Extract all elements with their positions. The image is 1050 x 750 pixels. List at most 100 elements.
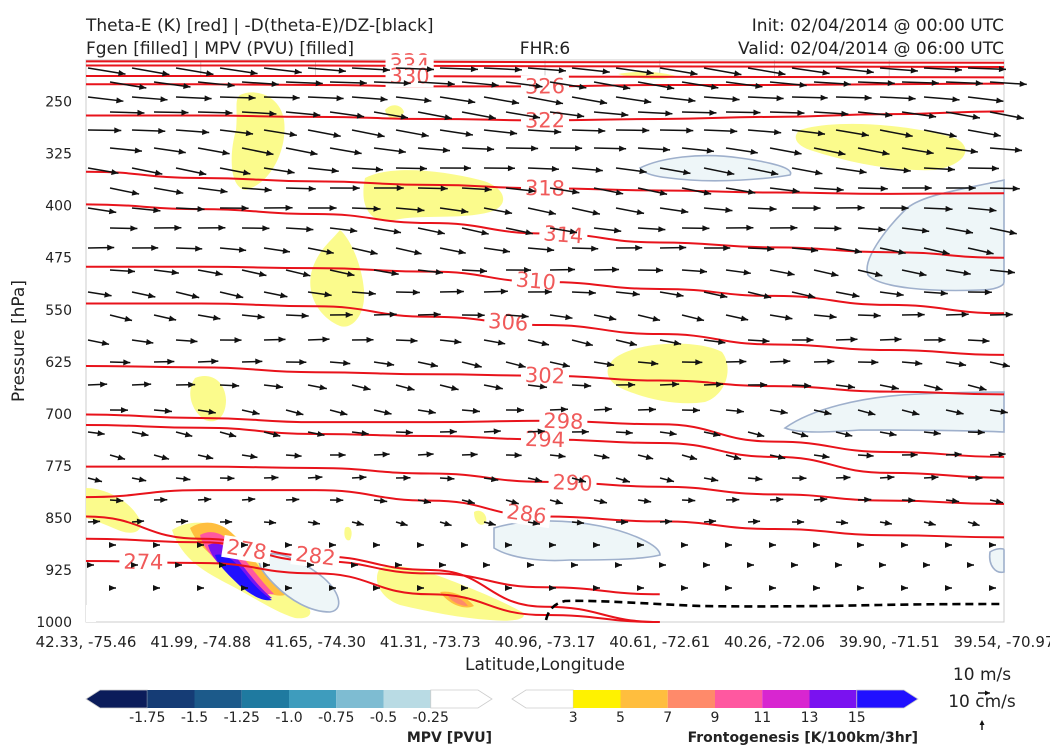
wind-arrow-head xyxy=(451,385,459,391)
wind-arrow-head xyxy=(225,518,233,525)
wind-arrow-head xyxy=(887,474,895,481)
wind-arrow-head xyxy=(201,128,210,135)
wind-arrow-head xyxy=(562,361,570,368)
theta-e-labels: 3383343303263223183143103063022982942902… xyxy=(119,50,597,575)
wind-arrow-head xyxy=(138,476,147,483)
wind-arrow-head xyxy=(493,428,501,435)
wind-arrow-head xyxy=(382,66,390,73)
wind-arrow-head xyxy=(982,337,990,344)
wind-arrow-head xyxy=(329,585,336,591)
wind-arrow-head xyxy=(903,167,911,174)
wind-arrow-head xyxy=(622,84,631,91)
wind-arrow-head xyxy=(331,167,339,174)
wind-arrow-head xyxy=(153,207,161,214)
wind-arrow-head xyxy=(336,497,344,504)
wind-arrow-head xyxy=(1009,229,1017,236)
colorbar-swatch xyxy=(856,689,919,709)
wind-arrow-head xyxy=(692,407,700,414)
wind-arrow-head xyxy=(901,542,908,548)
wind-arrow-head xyxy=(551,165,559,172)
wind-arrow-head xyxy=(911,409,920,416)
wind-arrow-head xyxy=(153,542,160,548)
wind-arrow-head xyxy=(894,336,902,343)
wind-arrow-head xyxy=(977,429,985,436)
wind-arrow-head xyxy=(465,130,473,137)
wind-arrow-head xyxy=(154,169,163,176)
colorbar-tick: -0.5 xyxy=(370,710,397,726)
wind-arrow-head xyxy=(460,208,469,214)
wind-arrow-head xyxy=(857,542,864,548)
wind-arrow-head xyxy=(558,67,566,74)
wind-arrow-head xyxy=(349,227,358,234)
wind-arrow-head xyxy=(447,475,455,482)
wind-arrow-head xyxy=(565,314,573,321)
wind-arrow-head xyxy=(1007,268,1015,275)
wind-arrow-head xyxy=(665,110,673,117)
wind-key-vertical: 10 cm/s xyxy=(948,692,1016,712)
wind-arrow-head xyxy=(756,431,765,438)
wind-arrow-head xyxy=(599,99,608,105)
wind-arrow-head xyxy=(181,109,189,116)
wind-arrow-head xyxy=(444,114,452,121)
wind-arrow-head xyxy=(998,451,1006,458)
wind-arrow-head xyxy=(799,81,807,88)
wind-arrow-head xyxy=(851,292,860,299)
wind-arrow-head xyxy=(639,168,647,175)
wind-arrow-head xyxy=(111,169,119,176)
theta-e-line-290 xyxy=(86,465,1005,506)
wind-arrow-head xyxy=(820,496,828,503)
wind-arrow-head xyxy=(975,474,983,481)
wind-arrow-head xyxy=(615,189,624,196)
wind-arrow-head xyxy=(829,313,837,320)
wind-arrow-head xyxy=(302,271,311,278)
wind-arrow-head xyxy=(160,96,168,103)
wind-arrow-head xyxy=(190,338,198,344)
wind-arrow-head xyxy=(822,453,830,460)
wind-arrow-head xyxy=(400,520,408,527)
wind-arrow-head xyxy=(315,80,323,87)
y-tick-label: 1000 xyxy=(36,615,72,631)
wind-arrow-head xyxy=(629,340,637,347)
wind-arrow-head xyxy=(708,518,717,525)
wind-arrow-head xyxy=(356,520,364,527)
colorbar-tick: 3 xyxy=(569,710,578,726)
wind-arrow-head xyxy=(646,69,654,76)
wind-arrow-head xyxy=(417,585,424,591)
wind-arrow-head xyxy=(479,267,488,274)
wind-arrow-head xyxy=(710,476,719,483)
wind-arrow-head xyxy=(175,189,184,195)
wind-arrow-head xyxy=(275,383,284,390)
wind-arrow-head xyxy=(484,186,492,193)
wind-arrow-head xyxy=(153,585,160,591)
wind-arrow-head xyxy=(917,311,925,318)
y-tick-label: 925 xyxy=(45,563,72,579)
wind-arrow-head xyxy=(882,149,890,156)
wind-arrow-head xyxy=(968,185,976,192)
theta-e-label-274: 274 xyxy=(123,550,164,575)
wind-arrow-head xyxy=(578,477,586,483)
wind-arrow-head xyxy=(928,112,937,119)
wind-arrow-head xyxy=(161,454,170,461)
wind-arrow-head xyxy=(518,362,526,369)
fgen-colorbar-label: Frontogenesis [K/100km/3hr] xyxy=(688,730,918,746)
wind-arrow-head xyxy=(844,431,853,438)
x-tick-label: 39.90, -71.51 xyxy=(839,633,940,651)
wind-arrow-head xyxy=(269,110,277,117)
wind-arrow-head xyxy=(662,146,671,153)
wind-arrow-head xyxy=(352,185,360,192)
x-axis-label: Latitude,Longitude xyxy=(465,655,625,675)
wind-arrow-head xyxy=(188,381,196,388)
wind-arrow-head xyxy=(628,381,636,388)
colorbar-tick: -1.5 xyxy=(181,710,208,726)
wind-arrow-head xyxy=(343,360,351,367)
wind-arrow-head xyxy=(171,269,179,276)
colorbar-tick: -0.75 xyxy=(318,710,354,726)
wind-arrow-head xyxy=(622,477,630,483)
wind-arrow-head xyxy=(884,519,892,526)
wind-arrow-head xyxy=(361,430,369,437)
colorbar-swatch xyxy=(289,690,337,708)
wind-arrow-head xyxy=(931,79,939,86)
wind-arrow-head xyxy=(467,98,476,105)
colorbar-tick: -1.25 xyxy=(224,710,260,726)
